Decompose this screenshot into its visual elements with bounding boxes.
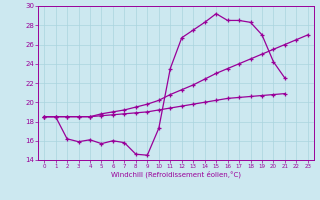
X-axis label: Windchill (Refroidissement éolien,°C): Windchill (Refroidissement éolien,°C)	[111, 171, 241, 178]
